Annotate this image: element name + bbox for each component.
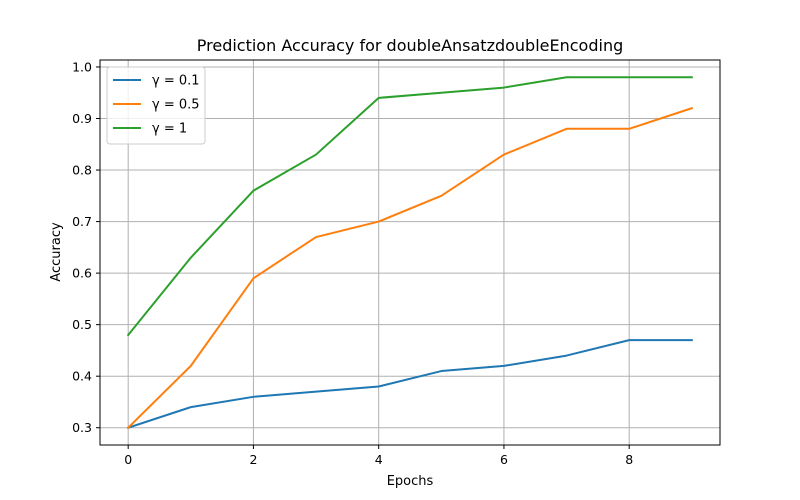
- legend-label-3: γ = 1: [152, 122, 187, 137]
- series-line-3: [126, 76, 693, 337]
- legend-label-1: γ = 0.1: [152, 74, 200, 89]
- y-tick-label: 0.9: [72, 111, 92, 126]
- y-tick-label: 0.8: [72, 163, 92, 178]
- legend-box: [106, 66, 206, 145]
- plot-area: [99, 59, 721, 446]
- y-tick-label: 1.0: [72, 59, 92, 74]
- chart-title: Prediction Accuracy for doubleAnsatzdoub…: [197, 36, 623, 55]
- y-axis-label: Accuracy: [49, 222, 64, 282]
- series-line-1: [126, 339, 693, 429]
- y-axis: 0.3 0.4 0.5 0.6 0.7 0.8 0.9 1.0: [72, 59, 100, 435]
- legend: γ = 0.1 γ = 0.5 γ = 1: [106, 66, 206, 145]
- y-tick-label: 0.7: [72, 214, 92, 229]
- y-tick-label: 0.6: [72, 266, 92, 281]
- x-tick-label: 6: [500, 452, 508, 467]
- y-tick-label: 0.5: [72, 317, 92, 332]
- x-tick-label: 8: [625, 452, 633, 467]
- legend-label-2: γ = 0.5: [152, 98, 200, 113]
- series-line-2: [126, 106, 694, 430]
- y-tick-label: 0.3: [72, 420, 92, 435]
- x-tick-label: 2: [249, 452, 257, 467]
- x-axis: 0 2 4 6 8: [124, 445, 633, 467]
- x-tick-label: 0: [124, 452, 132, 467]
- y-tick-label: 0.4: [72, 369, 92, 384]
- series-layer: [126, 76, 694, 430]
- x-tick-label: 4: [375, 452, 383, 467]
- x-axis-label: Epochs: [387, 474, 434, 489]
